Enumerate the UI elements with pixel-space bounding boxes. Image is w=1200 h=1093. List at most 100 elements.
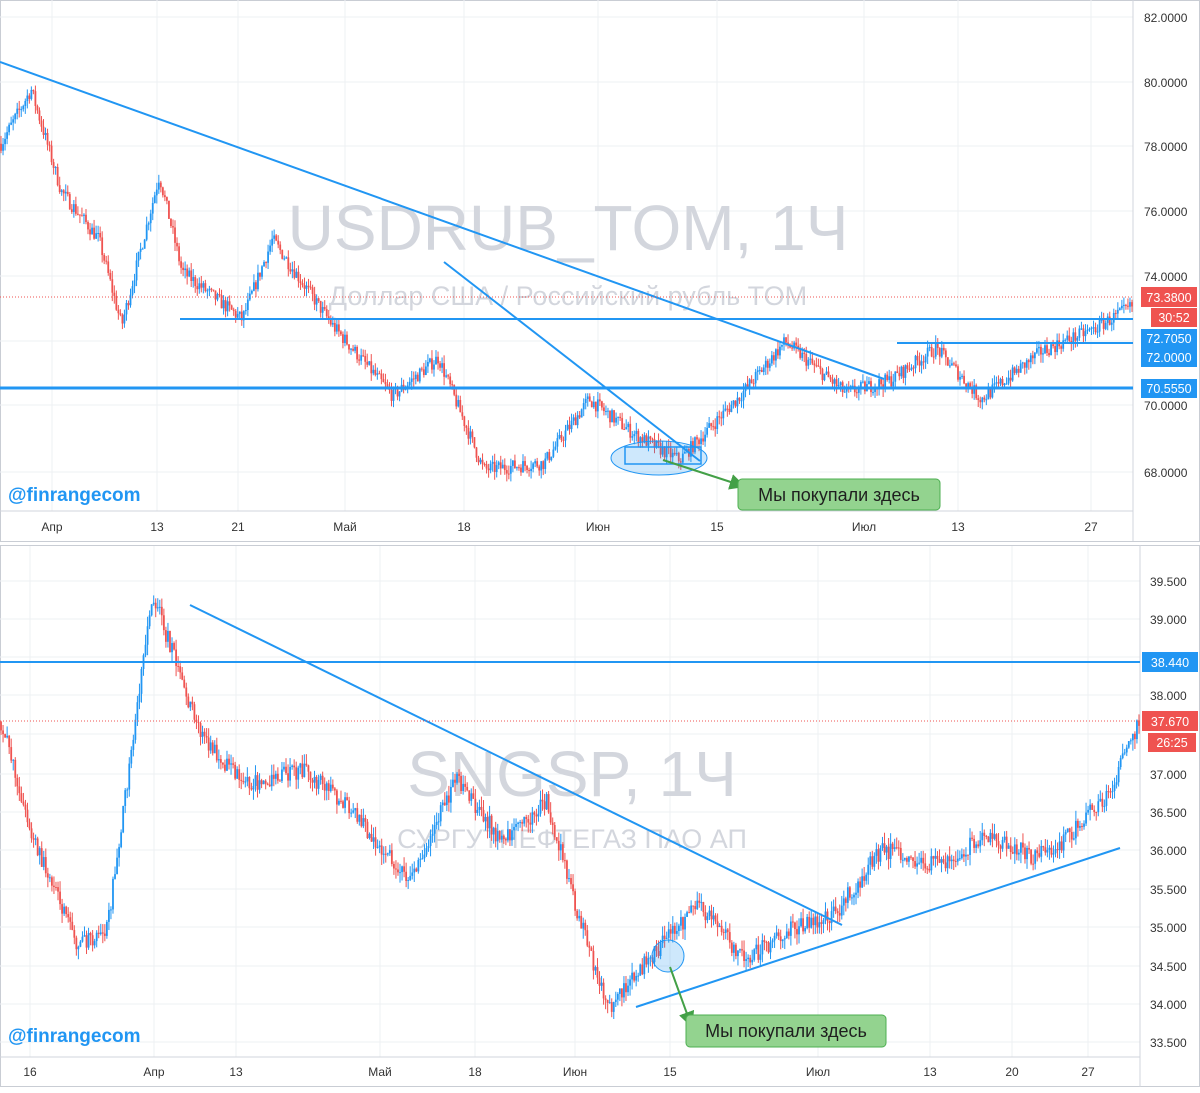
annotation-box[interactable] <box>685 1014 887 1048</box>
candle-body <box>61 904 63 914</box>
candle-body <box>270 774 273 787</box>
candle-body <box>930 347 933 357</box>
candle-body <box>76 213 79 215</box>
candle-body <box>651 438 654 440</box>
candle-body <box>722 932 725 934</box>
candle-body <box>513 826 515 831</box>
candle-body <box>516 467 518 469</box>
candle-body <box>969 837 971 856</box>
candle-body <box>757 944 760 960</box>
candle-body <box>714 915 717 922</box>
candle-body <box>524 461 526 466</box>
candle-body <box>295 767 298 780</box>
candle-body <box>378 845 381 848</box>
annotation-box[interactable] <box>737 478 941 511</box>
candle-body <box>204 283 207 291</box>
candle-body <box>2 730 4 735</box>
candle-body <box>718 416 721 418</box>
countdown-badge <box>1148 733 1196 752</box>
candle-body <box>523 816 526 824</box>
candle-body <box>899 847 902 860</box>
candle-body <box>830 911 833 924</box>
candle-body <box>382 853 385 855</box>
candle-body <box>884 374 887 389</box>
level-badge <box>1141 348 1197 367</box>
candle-body <box>215 744 218 761</box>
candle-body <box>981 397 984 403</box>
candle-body <box>344 334 346 343</box>
x-tick-label: 18 <box>457 520 471 534</box>
candle-body <box>313 776 316 783</box>
candle-body <box>65 906 68 915</box>
candle-body <box>56 167 59 186</box>
candle-body <box>174 227 176 243</box>
candle-body <box>1094 327 1097 333</box>
buy-zone-ellipse[interactable] <box>651 939 685 973</box>
candle-body <box>95 233 98 239</box>
candle-body <box>435 821 438 825</box>
candle-body <box>234 310 237 318</box>
candle-body <box>348 344 350 350</box>
candle-body <box>902 366 905 378</box>
candle-body <box>344 797 346 808</box>
y-tick-label: 36.000 <box>1150 844 1187 858</box>
candle-body <box>924 356 927 363</box>
candle-body <box>140 669 143 694</box>
candle-body <box>501 464 504 469</box>
candle-body <box>24 101 27 107</box>
trendline-up[interactable] <box>635 847 1121 1008</box>
candle-body <box>1017 368 1020 373</box>
candle-body <box>598 977 601 986</box>
candle-body <box>291 765 294 767</box>
candle-body <box>16 108 19 114</box>
candle-body <box>889 843 892 859</box>
trendline-main-down[interactable] <box>189 604 843 926</box>
candle-body <box>728 408 731 413</box>
candle-body <box>191 701 194 705</box>
candle-body <box>474 798 477 813</box>
candle-body <box>808 916 811 928</box>
candle-body <box>828 920 831 924</box>
candle-body <box>881 843 884 849</box>
candle-body <box>498 831 501 840</box>
candle-body <box>885 846 888 853</box>
candle-body <box>201 731 204 737</box>
candle-body <box>554 446 557 450</box>
candle-body <box>505 470 508 474</box>
countdown-value: 30:52 <box>1158 311 1189 325</box>
candle-body <box>427 846 430 849</box>
candle-body <box>965 854 967 857</box>
candle-body <box>445 375 448 377</box>
candle-body <box>1079 826 1081 828</box>
candle-body <box>627 423 630 428</box>
candle-body <box>1080 328 1083 330</box>
candle-body <box>416 374 419 382</box>
candle-body <box>735 944 737 957</box>
candle-body <box>154 602 157 609</box>
candle-body <box>661 935 664 944</box>
candle-body <box>155 189 158 196</box>
candle-body <box>779 346 781 356</box>
candle-body <box>844 898 847 903</box>
buy-zone-box[interactable] <box>624 446 702 465</box>
candle-body <box>568 878 570 880</box>
candle-body <box>374 369 377 375</box>
trendline-main-down[interactable] <box>0 61 885 380</box>
candle-body <box>396 387 399 397</box>
candle-body <box>224 300 227 312</box>
candle-body <box>431 358 433 370</box>
candle-body <box>331 784 334 789</box>
candle-body <box>70 209 73 212</box>
candle-body <box>289 766 291 781</box>
candle-body <box>971 387 974 394</box>
candle-body <box>333 788 336 791</box>
trendline-short-down[interactable] <box>443 261 701 462</box>
candle-body <box>264 780 267 784</box>
candle-body <box>156 607 159 609</box>
candle-body <box>605 410 607 412</box>
candle-body <box>303 285 306 289</box>
candle-body <box>1011 851 1014 854</box>
candle-body <box>352 348 354 351</box>
candle-body <box>612 1002 615 1012</box>
candle-body <box>979 400 982 403</box>
